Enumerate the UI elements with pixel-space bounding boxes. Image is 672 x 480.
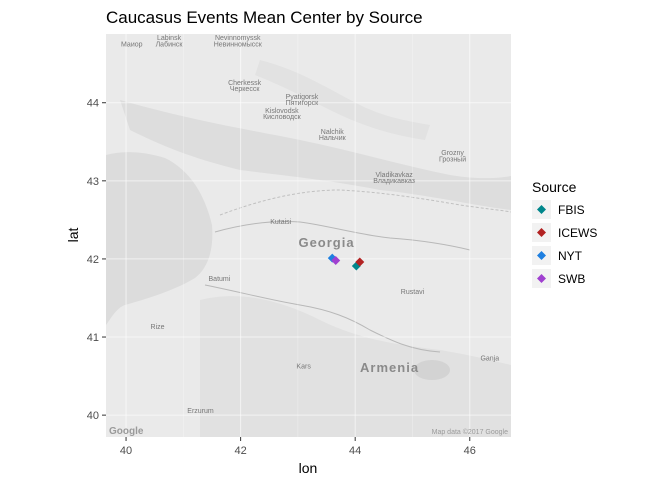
x-tick-label: 46 <box>464 445 476 457</box>
y-axis: 40 41 42 43 44 <box>87 98 106 422</box>
data-point-icews <box>355 257 365 267</box>
legend-label: ICEWS <box>558 226 597 240</box>
mountain-band-shape <box>120 100 511 210</box>
map-country-label: Armenia <box>360 360 419 375</box>
data-point-swb <box>331 255 341 265</box>
map-attribution-google: Google <box>109 426 144 437</box>
y-axis-title: lat <box>65 228 81 243</box>
map-place-label: Лабинск <box>156 40 184 48</box>
legend-label: SWB <box>558 272 585 286</box>
map-place-label: Кисловодск <box>263 114 302 121</box>
x-tick-label: 40 <box>120 445 132 457</box>
map-place-label: Rustavi <box>401 289 425 296</box>
legend-key-swb <box>537 274 546 283</box>
map-place-label: Ganja <box>480 355 499 362</box>
map-place-label: Pyatigorsk <box>286 94 319 101</box>
y-tick-label: 41 <box>87 332 99 344</box>
grid <box>106 34 511 437</box>
map-place-label: Грозный <box>439 155 466 163</box>
map-place-label: Черкесск <box>230 86 260 93</box>
map-place-label: Grozny <box>441 150 464 157</box>
georgia-border-line <box>214 221 471 251</box>
legend-key-nyt <box>537 251 546 260</box>
x-tick-label: 44 <box>349 445 361 457</box>
map-place-label: Nevinnomyssk <box>215 35 261 42</box>
map-place-label: Невинномысск <box>214 41 263 48</box>
map-place-label: Владикавказ <box>373 178 415 185</box>
map-place-label: Нальчик <box>319 135 347 142</box>
map-attribution-data: Map data ©2017 Google <box>432 428 508 436</box>
mountain-band-shape-2 <box>255 60 430 140</box>
map-place-label: Rize <box>151 324 165 331</box>
x-tick-label: 42 <box>234 445 246 457</box>
russia-border-line <box>219 189 511 216</box>
map-place-label: Пятигорск <box>286 100 320 107</box>
southern-border-line <box>204 284 441 353</box>
data-points <box>327 253 365 271</box>
black-sea-shape <box>106 152 213 325</box>
map-place-label: Kutaisi <box>270 219 291 226</box>
y-tick-label: 40 <box>87 410 99 422</box>
legend-key-fbis <box>537 205 546 214</box>
legend-title: Source <box>532 179 577 195</box>
y-tick-label: 44 <box>87 98 99 110</box>
y-tick-label: 43 <box>87 176 99 188</box>
map-place-label: Nalchik <box>321 129 344 136</box>
legend-label: FBIS <box>558 203 585 217</box>
map-place-label: Маиор <box>121 41 143 48</box>
map-place-label: Batumi <box>209 276 231 283</box>
map-place-label: Labinsk <box>157 35 182 42</box>
lake-sevan-shape <box>414 360 450 380</box>
x-axis: 40 42 44 46 <box>120 437 476 457</box>
map-place-label: Erzurum <box>187 408 214 415</box>
legend-key-icews <box>537 228 546 237</box>
chart-title: Caucasus Events Mean Center by Source <box>106 8 423 27</box>
map-place-label: Kars <box>296 363 311 370</box>
map-place-label: Vladikavkaz <box>375 172 413 179</box>
map-place-label: Cherkessk <box>228 80 262 87</box>
legend: Source FBIS ICEWS NYT SWB <box>532 179 597 288</box>
x-axis-title: lon <box>299 460 318 476</box>
legend-label: NYT <box>558 249 583 263</box>
map-country-label: Georgia <box>298 235 354 250</box>
map-place-label: Kislovodsk <box>265 108 299 115</box>
y-tick-label: 42 <box>87 254 99 266</box>
